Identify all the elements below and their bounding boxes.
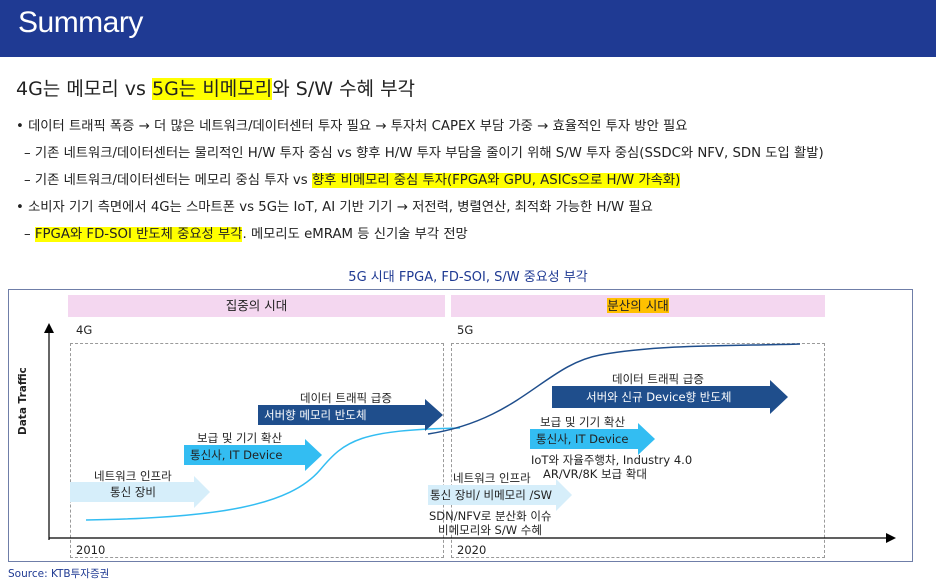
bullet-2a-dash: –: [24, 227, 35, 242]
arrow-left-server: [258, 399, 443, 431]
arrow-right-server: [552, 380, 788, 414]
chart-title: 5G 시대 FPGA, FD-SOI, S/W 중요성 부각: [348, 270, 588, 285]
subtitle-highlight: 5G는 비메모리: [152, 78, 273, 100]
right-server-text: 서버와 신규 Device향 반도체: [586, 390, 732, 404]
year-2010-label: 2010: [76, 543, 106, 557]
header-bar: [0, 0, 936, 57]
subtitle-part-3: 와 S/W 수혜 부각: [272, 78, 416, 100]
bullet-1a: – 기존 네트워크/데이터센터는 물리적인 H/W 투자 중심 vs 향후 H/…: [24, 146, 824, 161]
right-equip-text: 통신 장비/ 비메모리 /SW: [430, 488, 553, 502]
arrow-left-telecom: [184, 439, 322, 471]
arrow-left-infra: [70, 476, 210, 508]
traffic-curve-5g: [427, 343, 801, 435]
left-infra-label: 네트워크 인프라: [94, 469, 172, 483]
right-spread-label: 보급 및 기기 확산: [540, 415, 626, 429]
bullet-1: • 데이터 트래픽 폭증 → 더 많은 네트워크/데이터센터 투자 필요 → 투…: [16, 119, 688, 134]
bullet-2a-highlight: FPGA와 FD-SOI 반도체 중요성 부각: [34, 227, 243, 242]
left-spread-label: 보급 및 기기 확산: [197, 431, 283, 445]
right-sdn-label-1: SDN/NFV로 분산화 이슈: [429, 509, 552, 523]
right-telecom-text: 통신사, IT Device: [536, 432, 629, 446]
bullet-1b-highlight: 향후 비메모리 중심 투자(FPGA와 GPU, ASICs으로 H/W 가속화…: [311, 173, 681, 188]
left-telecom-text: 통신사, IT Device: [190, 448, 283, 462]
subtitle-part-1: 4G는 메모리 vs: [16, 78, 152, 100]
gen-4g-label: 4G: [76, 323, 93, 337]
era-box-4g: [70, 343, 444, 558]
right-traffic-label: 데이터 트래픽 급증: [612, 372, 704, 386]
arrow-right-telecom: [530, 423, 655, 455]
phase-left: 집중의 시대: [68, 295, 445, 317]
gen-5g-label: 5G: [457, 323, 474, 337]
right-iot-label-2: AR/VR/8K 보급 확대: [543, 467, 647, 481]
bullet-2: • 소비자 기기 측면에서 4G는 스마트폰 vs 5G는 IoT, AI 기반…: [16, 200, 653, 215]
x-axis-arrowhead: [886, 533, 896, 543]
left-server-text: 서버향 메모리 반도체: [264, 408, 367, 422]
section-subtitle: 4G는 메모리 vs 5G는 비메모리와 S/W 수혜 부각: [16, 74, 415, 101]
year-2020-label: 2020: [457, 543, 487, 557]
bullet-1b-text: – 기존 네트워크/데이터센터는 메모리 중심 투자 vs: [24, 173, 312, 188]
left-equip-text: 통신 장비: [110, 485, 156, 499]
era-box-5g: [451, 343, 825, 558]
phase-right-label: 분산의 시대: [607, 298, 669, 313]
bullet-2a: – FPGA와 FD-SOI 반도체 중요성 부각. 메모리도 eMRAM 등 …: [24, 223, 468, 242]
right-sdn-label-2: 비메모리와 S/W 수혜: [438, 523, 542, 537]
bullet-1b: – 기존 네트워크/데이터센터는 메모리 중심 투자 vs 향후 비메모리 중심…: [24, 169, 681, 188]
page-title: Summary: [18, 6, 143, 39]
source-note: Source: KTB투자증권: [8, 568, 110, 580]
right-iot-label-1: IoT와 자율주행차, Industry 4.0: [531, 453, 693, 467]
diagram-frame: [8, 289, 913, 562]
arrow-right-infra: [428, 479, 572, 511]
phase-right: 분산의 시대: [451, 295, 825, 317]
phase-left-label: 집중의 시대: [225, 298, 288, 313]
bullet-2a-text: . 메모리도 eMRAM 등 신기술 부각 전망: [242, 227, 468, 242]
y-axis-arrowhead: [44, 323, 54, 333]
y-axis-label: Data Traffic: [17, 367, 29, 435]
left-traffic-label: 데이터 트래픽 급증: [300, 391, 392, 405]
traffic-curve-4g: [85, 427, 461, 521]
right-infra-label: 네트워크 인프라: [453, 471, 531, 485]
